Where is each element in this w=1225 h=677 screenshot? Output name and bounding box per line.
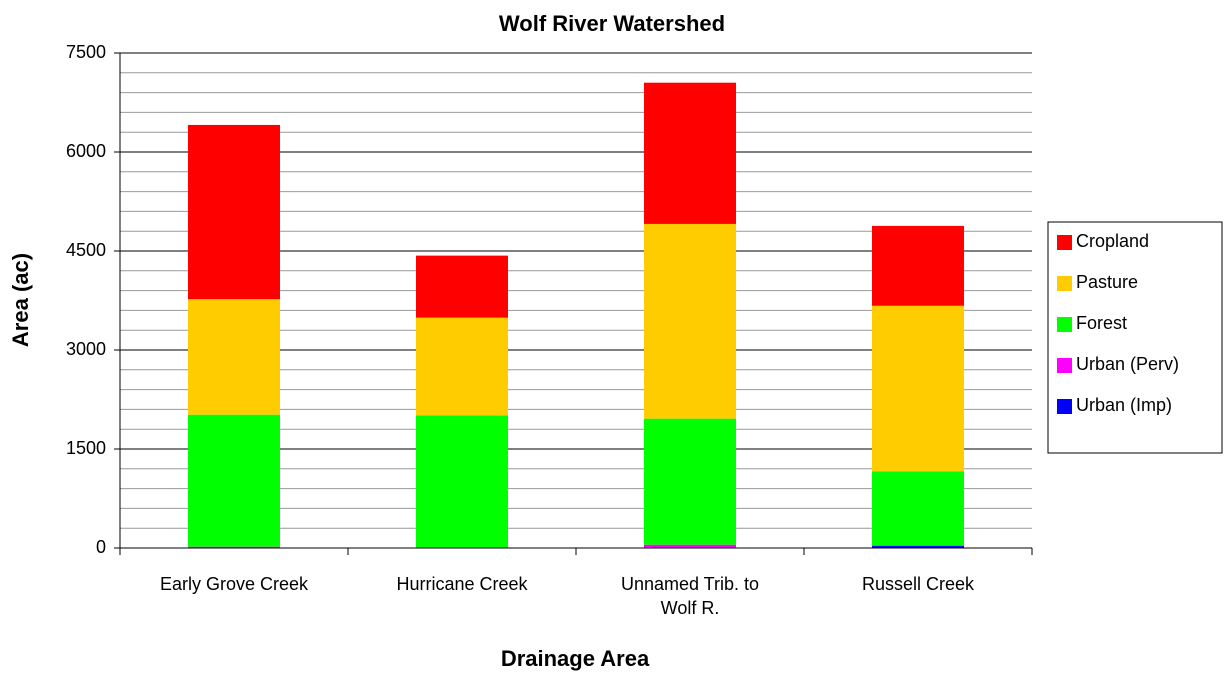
legend-label: Pasture	[1076, 272, 1138, 292]
x-axis-label: Drainage Area	[501, 646, 650, 671]
bar-segment	[416, 317, 508, 416]
bar-segment	[188, 299, 280, 415]
y-tick-label: 6000	[66, 141, 106, 161]
legend-label: Cropland	[1076, 231, 1149, 251]
x-tick-label: Early Grove Creek	[160, 574, 309, 594]
legend-swatch	[1057, 317, 1072, 332]
y-tick-label: 0	[96, 537, 106, 557]
bar-segment	[188, 546, 280, 548]
bar-segment	[416, 255, 508, 318]
chart-title: Wolf River Watershed	[499, 11, 725, 36]
legend-swatch	[1057, 276, 1072, 291]
bar-segment	[188, 124, 280, 300]
bar-segment	[872, 471, 964, 546]
bar-segment	[188, 414, 280, 547]
y-tick-label: 1500	[66, 438, 106, 458]
bar-segment	[644, 82, 736, 224]
bar-segment	[416, 415, 508, 548]
bar-segment	[644, 544, 736, 548]
x-tick-label: Hurricane Creek	[396, 574, 528, 594]
y-axis-label: Area (ac)	[8, 253, 33, 347]
legend-label: Forest	[1076, 313, 1127, 333]
legend-swatch	[1057, 358, 1072, 373]
y-tick-label: 7500	[66, 42, 106, 62]
bar-segment	[872, 546, 964, 548]
legend-swatch	[1057, 399, 1072, 414]
y-tick-label: 3000	[66, 339, 106, 359]
bar-segment	[872, 545, 964, 547]
legend-label: Urban (Imp)	[1076, 395, 1172, 415]
bar-segment	[644, 223, 736, 419]
legend-swatch	[1057, 235, 1072, 250]
x-tick-label: Russell Creek	[862, 574, 975, 594]
bar-segment	[872, 225, 964, 306]
legend-box	[1047, 221, 1223, 454]
bar-segment	[644, 418, 736, 545]
x-tick-label: Unnamed Trib. to Wolf R.	[621, 574, 759, 618]
bar-segment	[872, 305, 964, 472]
y-tick-label: 4500	[66, 240, 106, 260]
legend-label: Urban (Perv)	[1076, 354, 1179, 374]
